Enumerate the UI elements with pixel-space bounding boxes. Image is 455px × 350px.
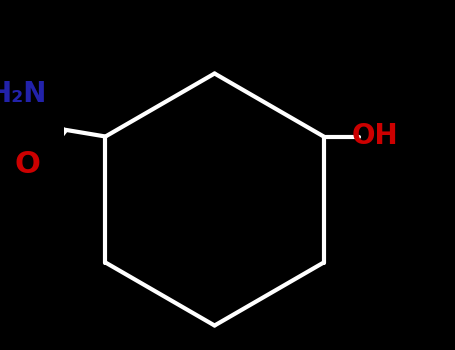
- Text: OH: OH: [351, 122, 398, 150]
- Text: O: O: [15, 150, 40, 179]
- Text: H₂N: H₂N: [0, 80, 47, 108]
